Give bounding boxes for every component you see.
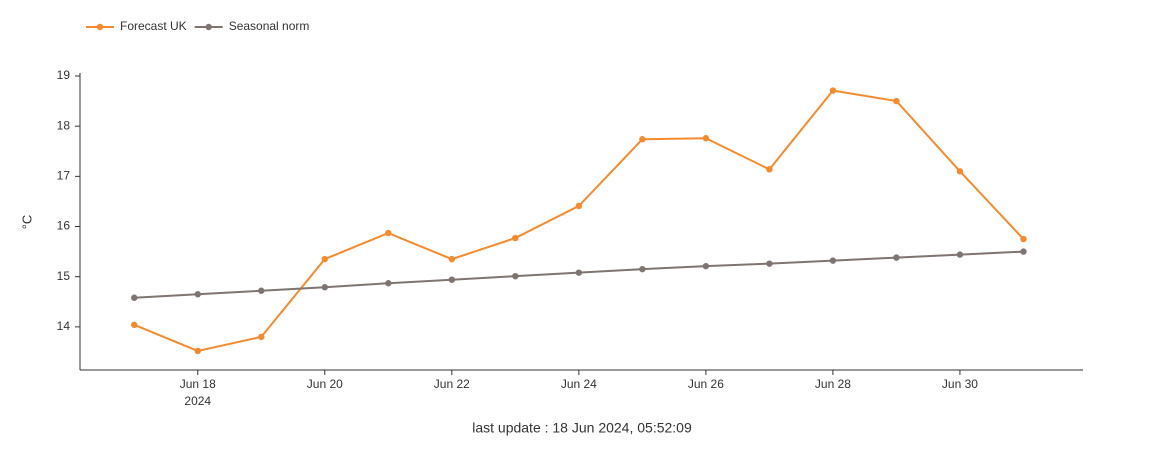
point bbox=[956, 251, 964, 258]
series-line bbox=[133, 89, 1025, 352]
y-axis-label: °C bbox=[19, 215, 34, 230]
point bbox=[893, 254, 900, 261]
point bbox=[321, 255, 328, 263]
y-tick-label: 15 bbox=[57, 269, 71, 283]
point bbox=[575, 202, 583, 210]
point bbox=[956, 168, 964, 175]
point bbox=[258, 287, 265, 294]
point bbox=[194, 347, 201, 355]
point bbox=[1020, 235, 1027, 243]
x-tick-label: Jun 18 bbox=[180, 377, 216, 391]
legend-label: Seasonal norm bbox=[229, 19, 310, 33]
legend-label: Forecast UK bbox=[120, 19, 187, 33]
point bbox=[131, 321, 138, 329]
point bbox=[512, 234, 519, 242]
y-tick-label: 14 bbox=[57, 319, 71, 333]
point bbox=[385, 229, 392, 237]
y-tick-label: 17 bbox=[57, 169, 71, 183]
point bbox=[639, 265, 646, 273]
y-tick-label: 16 bbox=[57, 219, 71, 233]
point bbox=[702, 262, 710, 270]
last-update: last update : 18 Jun 2024, 05:52:09 bbox=[472, 420, 692, 436]
point bbox=[829, 257, 837, 264]
x-year-label: 2024 bbox=[184, 394, 211, 408]
x-tick-label: Jun 30 bbox=[942, 377, 978, 391]
point bbox=[512, 272, 519, 280]
point bbox=[448, 255, 456, 263]
legend-marker bbox=[96, 23, 104, 31]
point bbox=[194, 291, 201, 298]
x-tick-label: Jun 28 bbox=[815, 377, 851, 391]
point bbox=[639, 136, 646, 143]
x-tick-label: Jun 24 bbox=[561, 377, 597, 391]
point bbox=[766, 260, 773, 267]
x-tick-label: Jun 26 bbox=[688, 377, 724, 391]
point bbox=[131, 294, 138, 301]
x-tick-label: Jun 20 bbox=[307, 377, 343, 391]
point bbox=[766, 166, 773, 173]
point bbox=[385, 280, 392, 287]
y-tick-label: 19 bbox=[57, 68, 71, 82]
point bbox=[702, 135, 710, 142]
point bbox=[1020, 248, 1027, 255]
point bbox=[893, 97, 900, 105]
legend-marker bbox=[205, 23, 212, 31]
x-tick-label: Jun 22 bbox=[434, 377, 470, 391]
point bbox=[321, 284, 328, 291]
y-tick-label: 18 bbox=[57, 118, 71, 132]
point bbox=[829, 87, 837, 94]
point bbox=[258, 333, 265, 341]
point bbox=[448, 276, 456, 283]
point bbox=[575, 269, 583, 276]
